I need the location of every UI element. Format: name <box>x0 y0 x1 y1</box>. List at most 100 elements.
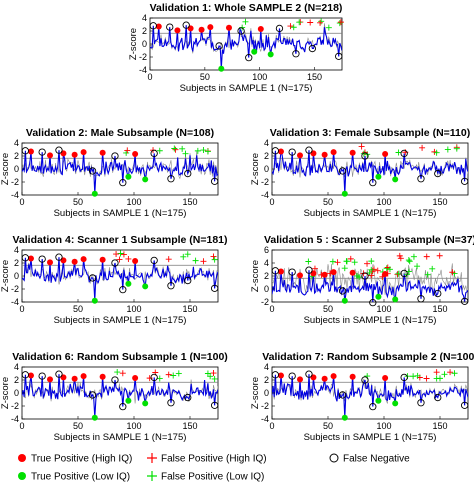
false-negative-marker <box>21 254 30 262</box>
y-tick-label: -2 <box>11 401 19 411</box>
false-negative-marker <box>21 371 30 379</box>
legend-item: False Negative <box>329 453 410 465</box>
false-positive-high-iq-marker <box>119 370 126 377</box>
false-positive-low-iq-marker <box>368 266 375 273</box>
true-positive-high-iq-marker <box>277 372 284 379</box>
true-positive-high-iq-marker <box>310 270 317 277</box>
true-positive-low-iq-marker <box>375 397 382 404</box>
false-negative-marker <box>400 373 408 382</box>
y-tick-label: 4 <box>264 362 269 372</box>
x-tick-label: 150 <box>182 304 197 314</box>
true-positive-high-iq-marker <box>27 372 34 379</box>
legend-label: True Positive (High IQ) <box>31 454 132 465</box>
y-tick-label: 0 <box>264 284 269 294</box>
y-tick-label: 2 <box>14 151 19 161</box>
false-positive-low-iq-marker <box>175 370 182 377</box>
false-negative-marker <box>167 282 175 290</box>
false-negative-marker <box>210 401 219 409</box>
legend-item: False Positive (Low IQ) <box>147 471 264 483</box>
legend-item: True Positive (Low IQ) <box>18 472 130 483</box>
x-tick-label: 100 <box>126 421 141 431</box>
false-positive-low-iq-marker <box>179 145 186 152</box>
false-negative-marker <box>417 399 425 407</box>
false-positive-low-iq-marker <box>356 274 363 281</box>
x-tick-label: 150 <box>307 72 322 82</box>
false-positive-low-iq-marker <box>329 258 336 265</box>
true-positive-low-iq-marker <box>267 51 274 58</box>
false-negative-marker <box>38 372 46 380</box>
true-positive-high-iq-marker <box>80 149 87 156</box>
false-negative-marker <box>182 21 190 29</box>
false-positive-low-iq-marker <box>204 148 211 155</box>
false-positive-low-iq-marker <box>156 375 163 382</box>
false-negative-marker <box>215 42 223 50</box>
false-positive-high-iq-marker <box>210 253 217 260</box>
false-positive-low-iq-marker <box>437 375 443 382</box>
legend-plus-icon <box>147 453 157 463</box>
false-negative-marker <box>434 289 442 298</box>
false-positive-high-iq-marker <box>287 23 294 30</box>
y-tick-label: -4 <box>11 414 19 424</box>
legend-label: False Positive (Low IQ) <box>161 472 264 483</box>
panel-title: Validation 5 : Scanner 2 Subsample (N=37… <box>264 234 474 246</box>
false-negative-marker <box>237 27 245 35</box>
true-positive-high-iq-marker <box>225 24 232 31</box>
legend: True Positive (High IQ) False Positive (H… <box>18 453 410 483</box>
false-negative-marker <box>184 276 192 285</box>
y-tick-label: 0 <box>14 164 19 174</box>
false-positive-low-iq-marker <box>296 19 303 26</box>
y-tick-label: -2 <box>261 297 269 307</box>
false-negative-marker <box>417 175 425 183</box>
true-positive-high-iq-marker <box>27 148 34 155</box>
false-negative-marker <box>184 169 192 178</box>
true-positive-low-iq-marker <box>375 293 382 300</box>
false-positive-high-iq-marker <box>307 19 314 26</box>
true-positive-high-iq-marker <box>330 373 337 380</box>
false-negative-marker <box>271 147 280 155</box>
x-tick-label: 150 <box>432 197 447 207</box>
false-positive-low-iq-marker <box>242 18 249 25</box>
y-tick-label: 0 <box>264 388 269 398</box>
y-tick-label: -2 <box>11 177 19 187</box>
x-tick-label: 0 <box>269 304 274 314</box>
false-negative-marker <box>150 256 158 265</box>
panel-title: Validation 2: Male Subsample (N=108) <box>26 127 214 139</box>
false-negative-marker <box>88 167 97 175</box>
true-positive-high-iq-marker <box>382 375 389 382</box>
false-positive-low-iq-marker <box>192 257 199 264</box>
x-tick-label: 100 <box>126 304 141 314</box>
false-negative-marker <box>369 402 377 411</box>
false-positive-low-iq-marker <box>156 147 163 154</box>
x-tick-label: 0 <box>269 197 274 207</box>
true-positive-high-iq-marker <box>132 375 139 382</box>
true-positive-high-iq-marker <box>80 256 87 263</box>
false-negative-marker <box>460 401 469 409</box>
y-tick-label: 4 <box>264 138 269 148</box>
series-sample1-line <box>150 25 342 69</box>
x-axis-label: Subjects in SAMPLE 1 (N=175) <box>304 208 437 219</box>
y-tick-label: 4 <box>264 258 269 268</box>
false-negative-marker <box>271 371 280 379</box>
false-positive-low-iq-marker <box>405 257 412 264</box>
true-positive-low-iq-marker <box>375 173 382 180</box>
false-positive-high-iq-marker <box>423 253 430 260</box>
false-positive-high-iq-marker <box>368 272 375 279</box>
false-positive-high-iq-marker <box>370 266 377 273</box>
true-positive-high-iq-marker <box>277 268 284 275</box>
true-positive-high-iq-marker <box>310 374 317 381</box>
y-tick-label: 0 <box>142 39 147 49</box>
y-axis-label: Z-score <box>128 28 139 60</box>
y-tick-label: 0 <box>264 164 269 174</box>
true-positive-high-iq-marker <box>71 375 78 382</box>
true-positive-high-iq-marker <box>382 151 389 158</box>
y-tick-label: 2 <box>264 151 269 161</box>
false-positive-high-iq-marker <box>165 371 172 378</box>
false-positive-low-iq-marker <box>414 372 421 379</box>
legend-dot-icon <box>18 472 26 480</box>
false-negative-marker <box>55 370 63 378</box>
false-positive-high-iq-marker <box>361 149 368 156</box>
true-positive-high-iq-marker <box>349 269 356 276</box>
x-tick-label: 0 <box>19 421 24 431</box>
